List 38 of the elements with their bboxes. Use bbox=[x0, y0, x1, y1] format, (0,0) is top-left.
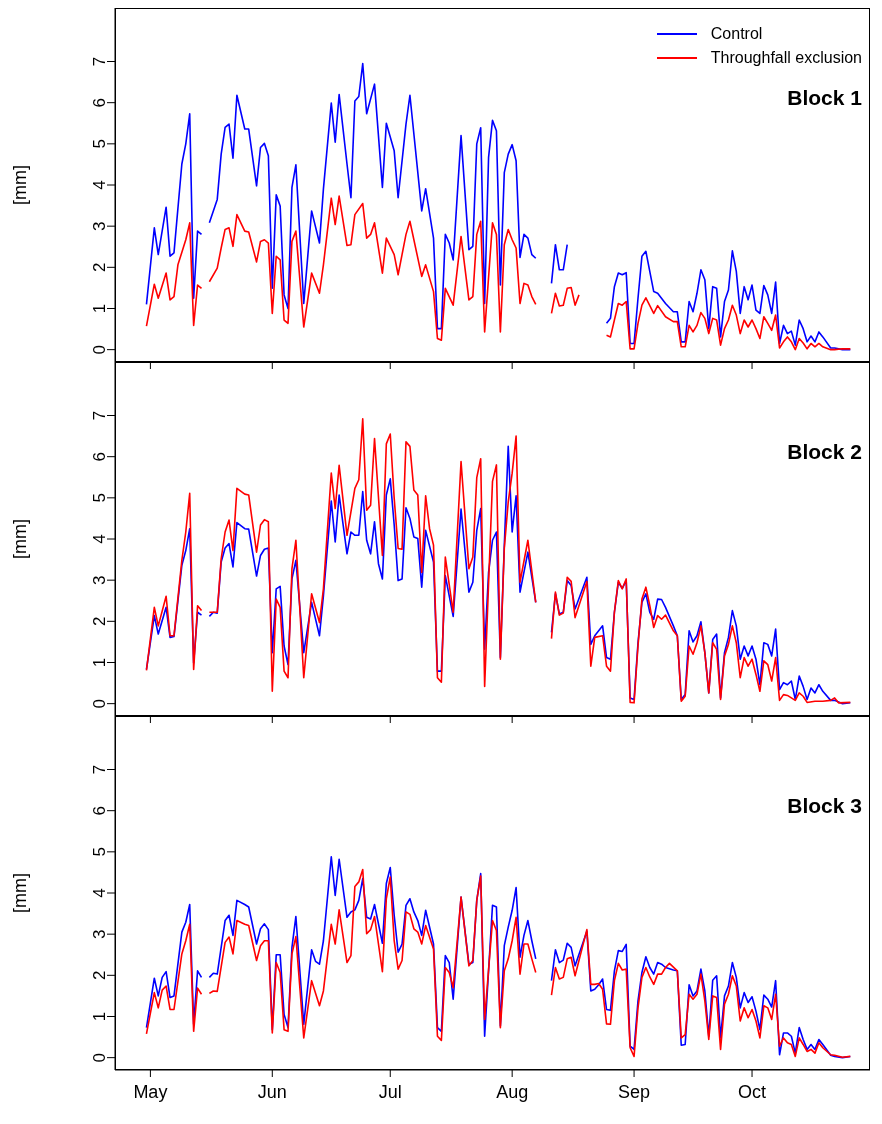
y-tick-label: 0 bbox=[90, 344, 109, 355]
y-axis-title: [mm] bbox=[10, 873, 31, 913]
y-tick-label: 1 bbox=[90, 657, 109, 668]
y-tick-label: 2 bbox=[90, 970, 109, 981]
y-axis-title: [mm] bbox=[10, 165, 31, 205]
legend-label: Throughfall exclusion bbox=[710, 48, 862, 68]
y-tick-label: 5 bbox=[90, 847, 109, 857]
y-tick-label: 4 bbox=[90, 180, 109, 190]
x-tick-label: Jul bbox=[378, 1081, 402, 1102]
y-tick-label: 5 bbox=[90, 139, 109, 149]
legend-label: Control bbox=[710, 24, 763, 44]
y-tick-label: 0 bbox=[90, 1052, 109, 1063]
y-tick-label: 2 bbox=[90, 262, 109, 273]
y-tick-label: 6 bbox=[90, 451, 109, 462]
y-tick-label: 6 bbox=[90, 97, 109, 108]
y-tick-label: 1 bbox=[90, 1011, 109, 1022]
x-tick-label: Oct bbox=[738, 1081, 767, 1102]
y-tick-label: 3 bbox=[90, 575, 109, 585]
y-tick-label: 1 bbox=[90, 303, 109, 314]
y-tick-label: 6 bbox=[90, 805, 109, 816]
x-tick-label: Jun bbox=[257, 1081, 287, 1102]
x-tick-label: Sep bbox=[618, 1081, 651, 1102]
y-tick-label: 7 bbox=[90, 764, 109, 775]
text: Block 3 bbox=[787, 794, 862, 818]
text: Block 1 bbox=[787, 86, 862, 110]
text: Block 2 bbox=[787, 440, 862, 464]
y-tick-label: 5 bbox=[90, 493, 109, 503]
y-axis-title: [mm] bbox=[10, 519, 31, 559]
y-tick-label: 0 bbox=[90, 698, 109, 709]
y-tick-label: 7 bbox=[90, 56, 109, 67]
y-tick-label: 3 bbox=[90, 929, 109, 939]
y-tick-label: 4 bbox=[90, 888, 109, 898]
y-tick-label: 7 bbox=[90, 410, 109, 421]
x-tick-label: May bbox=[133, 1081, 168, 1102]
y-tick-label: 2 bbox=[90, 616, 109, 627]
y-tick-label: 4 bbox=[90, 534, 109, 544]
x-tick-label: Aug bbox=[496, 1081, 529, 1102]
y-tick-label: 3 bbox=[90, 221, 109, 231]
